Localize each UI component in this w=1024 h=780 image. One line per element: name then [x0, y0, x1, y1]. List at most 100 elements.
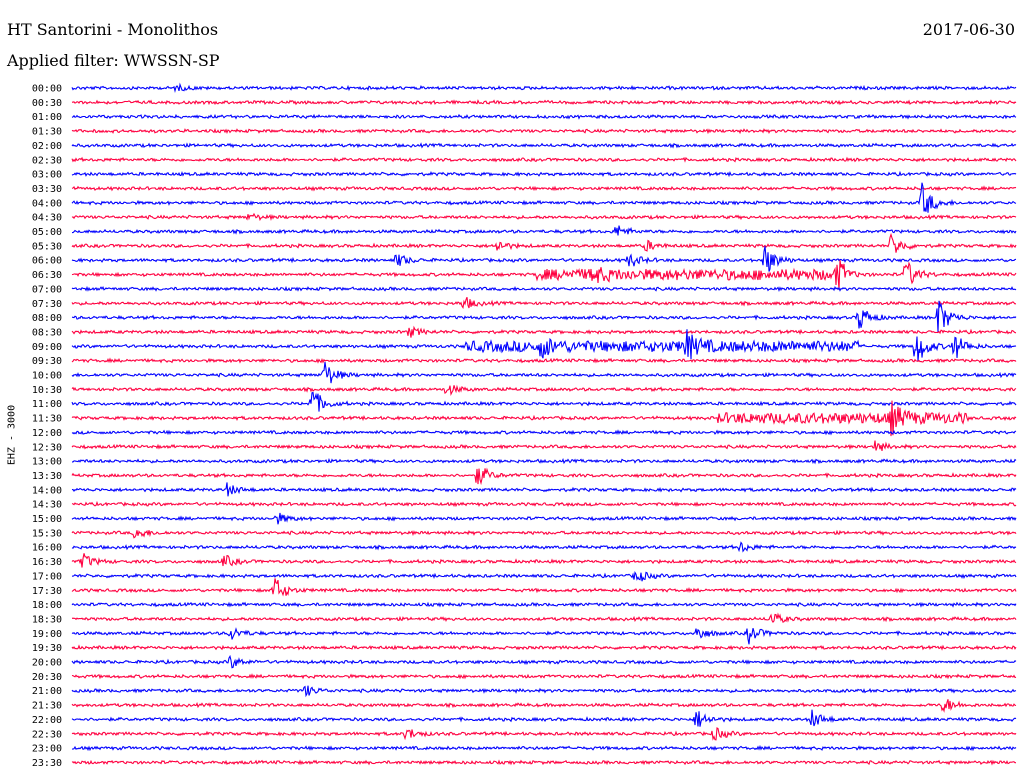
tick-label: 17:30 [32, 586, 62, 597]
tick-label: 11:00 [32, 399, 62, 410]
tick-label: 18:00 [32, 600, 62, 611]
trace-row [72, 225, 1017, 236]
tick-label: 09:30 [32, 356, 62, 367]
trace-row [71, 512, 1017, 525]
trace-row [71, 246, 1017, 272]
tick-label: 01:30 [32, 127, 62, 138]
trace-row [71, 300, 1017, 333]
tick-label: 09:00 [32, 342, 62, 353]
trace-row [71, 259, 1017, 290]
tick-label: 18:30 [32, 614, 62, 625]
tick-label: 10:30 [32, 385, 62, 396]
trace-row [71, 400, 1017, 437]
trace-row [71, 156, 1017, 163]
trace-row [71, 727, 1017, 741]
trace-row [71, 627, 1017, 645]
tick-label: 19:00 [32, 629, 62, 640]
trace-row [71, 99, 1017, 106]
tick-label: 05:00 [32, 227, 62, 238]
tick-label: 15:30 [32, 528, 62, 539]
trace-row [71, 82, 1017, 93]
tick-label: 00:30 [32, 98, 62, 109]
trace-row [71, 612, 1017, 624]
tick-label: 01:00 [32, 112, 62, 123]
trace-row [71, 212, 1017, 222]
trace-row [71, 654, 1017, 669]
trace-row [71, 601, 1017, 608]
tick-label: 02:30 [32, 155, 62, 166]
tick-label: 02:00 [32, 141, 62, 152]
tick-label: 08:00 [32, 313, 62, 324]
tick-label: 00:00 [32, 84, 62, 95]
tick-label: 04:00 [32, 198, 62, 209]
trace-row [71, 644, 1017, 651]
tick-label: 07:30 [32, 299, 62, 310]
tick-label: 14:30 [32, 500, 62, 511]
tick-label: 22:00 [32, 715, 62, 726]
tick-label: 16:30 [32, 557, 62, 568]
tick-label: 12:30 [32, 442, 62, 453]
trace-row [71, 709, 1017, 727]
trace-row [71, 429, 1017, 436]
trace-group [71, 82, 1017, 766]
trace-row [71, 744, 1017, 752]
trace-row [71, 529, 1017, 539]
trace-row [71, 553, 1017, 568]
tick-label: 10:00 [32, 371, 62, 382]
trace-row [71, 578, 1017, 597]
tick-label: 05:30 [32, 241, 62, 252]
trace-row [71, 440, 1017, 451]
tick-label: 03:30 [32, 184, 62, 195]
tick-label: 11:30 [32, 414, 62, 425]
tick-label: 15:00 [32, 514, 62, 525]
trace-row [71, 362, 1017, 384]
trace-row [71, 325, 1017, 338]
trace-row [71, 391, 1017, 412]
trace-row [71, 467, 1017, 486]
trace-row [71, 384, 1017, 396]
trace-row [71, 127, 1017, 135]
trace-row [71, 296, 1017, 310]
chart-date: 2017-06-30 [922, 20, 1015, 39]
trace-row [71, 699, 1017, 713]
tick-label: 03:00 [32, 170, 62, 181]
trace-row [71, 571, 1017, 582]
tick-label: 13:00 [32, 457, 62, 468]
tick-label: 07:00 [32, 284, 62, 295]
tick-label: 19:30 [32, 643, 62, 654]
trace-row [71, 182, 1017, 213]
tick-label: 22:30 [32, 729, 62, 740]
tick-label: 06:30 [32, 270, 62, 281]
trace-row [71, 329, 1017, 362]
trace-row [72, 457, 1017, 465]
trace-row [71, 357, 1017, 364]
tick-label: 21:30 [32, 701, 62, 712]
filter-label: Applied filter: WWSSN-SP [7, 51, 220, 70]
tick-label: 17:00 [32, 571, 62, 582]
trace-row [71, 232, 1017, 253]
tick-label: 06:00 [32, 256, 62, 267]
tick-label: 20:00 [32, 658, 62, 669]
tick-label: 13:30 [32, 471, 62, 482]
tick-label: 23:00 [32, 744, 62, 755]
trace-row [71, 170, 1017, 178]
tick-label: 08:30 [32, 327, 62, 338]
trace-row [71, 482, 1017, 497]
tick-label: 20:30 [32, 672, 62, 683]
tick-label: 14:00 [32, 485, 62, 496]
tick-label: 21:00 [32, 686, 62, 697]
trace-row [71, 759, 1016, 766]
trace-row [71, 685, 1017, 698]
tick-label: 16:00 [32, 543, 62, 554]
trace-row [71, 113, 1017, 120]
trace-row [71, 285, 1017, 293]
tick-label-group: 00:00 00:30 01:00 01:30 02:00 02:30 03:00 03:30… [32, 84, 62, 769]
tick-label: 23:30 [32, 758, 62, 769]
trace-row [71, 142, 1017, 149]
trace-row [71, 673, 1017, 680]
tick-label: 12:00 [32, 428, 62, 439]
chart-title: HT Santorini - Monolithos [7, 20, 219, 39]
trace-row [71, 500, 1017, 508]
trace-row [71, 541, 1017, 553]
